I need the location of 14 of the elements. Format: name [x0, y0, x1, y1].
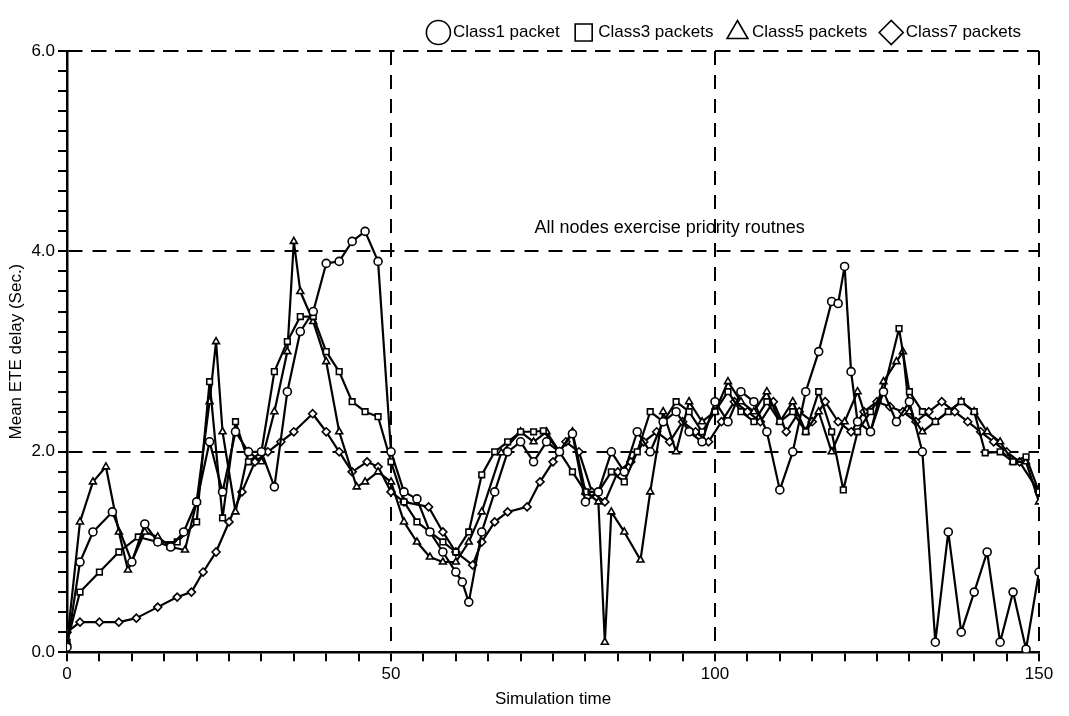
y-tick-label: 2.0	[31, 441, 56, 461]
x-tick-label: 0	[62, 664, 72, 684]
y-axis-title: Mean ETE delay (Sec.)	[5, 263, 25, 440]
x-axis-title: Simulation time	[494, 689, 612, 709]
legend-label: Class5 packets	[751, 22, 868, 42]
y-tick-label: 4.0	[31, 241, 56, 261]
x-tick-label: 50	[381, 664, 401, 684]
y-tick-label: 6.0	[31, 40, 56, 60]
y-tick-label: 0.0	[31, 641, 56, 661]
legend-label: Class1 packet	[452, 22, 560, 42]
legend-label: Class3 packets	[598, 22, 714, 42]
x-tick-label: 150	[1024, 664, 1054, 684]
x-tick-label: 100	[700, 664, 730, 684]
legend-label: Class7 packets	[905, 22, 1022, 42]
